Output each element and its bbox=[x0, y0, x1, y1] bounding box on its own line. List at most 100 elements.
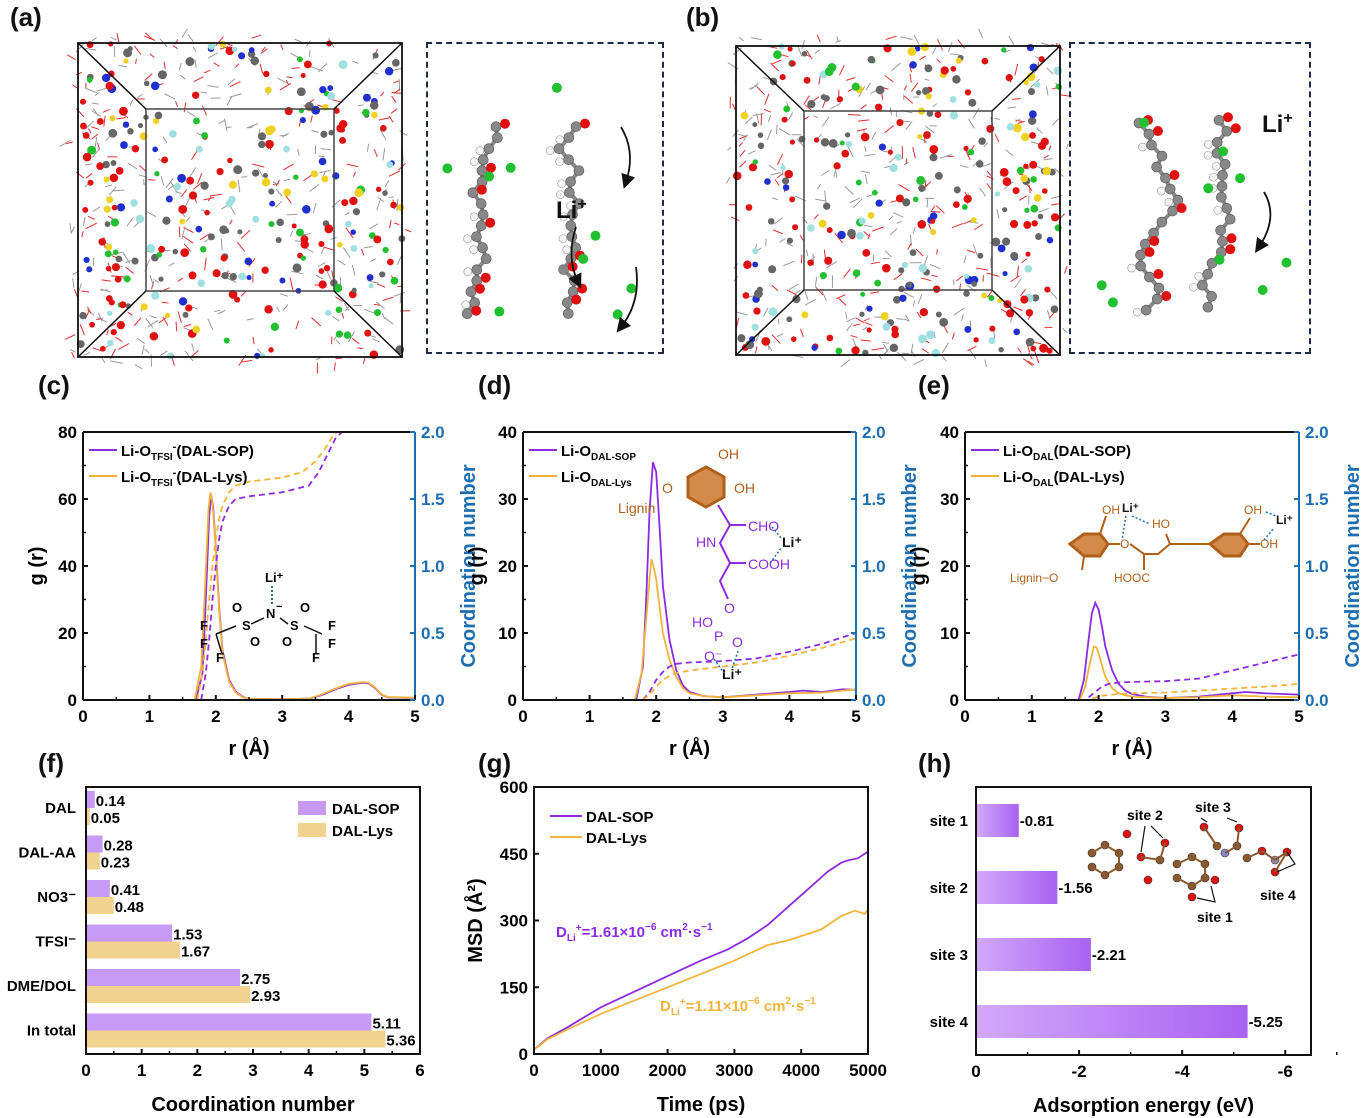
legend-name: Li-O bbox=[121, 469, 151, 486]
bar-value-label: 1.53 bbox=[173, 927, 202, 944]
solvent-bond bbox=[909, 234, 912, 247]
carbon-atom bbox=[490, 121, 502, 133]
bond bbox=[1274, 851, 1288, 861]
atom bbox=[1050, 305, 1059, 314]
solvent-bond bbox=[85, 222, 97, 230]
bar-dal-sop-4 bbox=[87, 969, 241, 986]
atom bbox=[382, 246, 389, 254]
solvent-bond bbox=[102, 108, 111, 113]
solvent-bond bbox=[820, 288, 827, 301]
atom bbox=[119, 301, 127, 309]
bar-value-label: 0.05 bbox=[91, 810, 120, 827]
solvent-bond bbox=[845, 323, 853, 332]
atom bbox=[986, 124, 995, 133]
atom bbox=[1029, 160, 1038, 169]
atom bbox=[752, 159, 759, 165]
solvent-bond bbox=[380, 91, 385, 97]
solvent-bond bbox=[925, 125, 935, 134]
atom bbox=[258, 132, 267, 141]
atom bbox=[79, 98, 87, 105]
atom bbox=[386, 161, 394, 168]
oxygen-atom bbox=[476, 184, 487, 195]
solvent-bond bbox=[863, 318, 870, 322]
carbon-atom bbox=[561, 297, 573, 308]
solvent-bond bbox=[70, 226, 75, 234]
bar-dal-sop-0 bbox=[87, 791, 95, 808]
solvent-bond bbox=[310, 66, 324, 72]
solvent-bond bbox=[1045, 86, 1049, 96]
li-ion-label-a: Li+ bbox=[556, 196, 587, 225]
li-ion-text-a: Li bbox=[556, 197, 578, 224]
atom bbox=[86, 266, 93, 273]
atom bbox=[320, 130, 328, 138]
solvent-bond bbox=[1014, 63, 1019, 76]
x-tick-label: 2 bbox=[211, 707, 220, 726]
solvent-bond bbox=[81, 290, 90, 293]
atom bbox=[878, 143, 887, 151]
solvent-bond bbox=[183, 102, 187, 113]
atom bbox=[152, 146, 159, 153]
x-axis-title: r (Å) bbox=[228, 736, 269, 760]
md-simulation-box-a bbox=[59, 28, 412, 374]
x-tick-label: 1 bbox=[585, 707, 594, 726]
oxygen-atom bbox=[1161, 291, 1172, 302]
atom bbox=[773, 50, 782, 60]
atom bbox=[362, 93, 371, 102]
solvent-bond bbox=[951, 332, 955, 340]
legend-sub: DAL bbox=[1033, 452, 1054, 463]
atom bbox=[780, 164, 786, 171]
solvent-bond bbox=[773, 229, 784, 235]
y-tick-label: 20 bbox=[940, 557, 959, 576]
solvent-bond bbox=[883, 349, 889, 356]
hydrogen-atom bbox=[556, 190, 565, 199]
atom bbox=[83, 256, 90, 264]
atom bbox=[89, 321, 95, 328]
category-label: DAL bbox=[45, 800, 76, 817]
d-tail: ·s bbox=[791, 998, 804, 1015]
solvent-bond bbox=[904, 314, 910, 322]
f-atom: F bbox=[328, 636, 336, 651]
solvent-bond bbox=[160, 176, 165, 186]
atom bbox=[1006, 309, 1015, 318]
atom bbox=[252, 169, 260, 177]
f-atom: F bbox=[216, 650, 224, 665]
x-tick-label: 0 bbox=[529, 1061, 538, 1080]
solvent-bond bbox=[162, 136, 168, 144]
atom bbox=[216, 167, 224, 176]
bond bbox=[1159, 842, 1166, 861]
panel-label-h: (h) bbox=[918, 748, 952, 778]
chart-g-msd: 0 1000 2000 3000 4000 5000 0 150 300 450 600 Time (… bbox=[463, 778, 887, 1116]
atom bbox=[300, 255, 307, 261]
atom bbox=[895, 194, 904, 203]
atom bbox=[940, 66, 949, 75]
bar-dal-lys-5 bbox=[87, 1030, 386, 1048]
atom bbox=[158, 276, 164, 282]
atom bbox=[154, 171, 160, 177]
d-value: =1.11×10 bbox=[686, 998, 749, 1015]
carbon-atom bbox=[471, 264, 483, 276]
legend-name: Li-O bbox=[121, 443, 151, 460]
atom bbox=[839, 140, 845, 146]
solvent-bond bbox=[343, 302, 349, 311]
solvent-bond bbox=[227, 78, 236, 86]
bar-value-label: 1.67 bbox=[181, 944, 210, 961]
atom bbox=[158, 245, 166, 253]
solvent-bond bbox=[127, 162, 138, 170]
solvent-bond bbox=[884, 75, 894, 83]
solvent-bond bbox=[310, 115, 313, 123]
carbon-atom bbox=[1202, 301, 1214, 313]
y-tick-label: 80 bbox=[58, 423, 77, 442]
atom bbox=[318, 157, 327, 166]
solvent-bond bbox=[153, 278, 159, 283]
atom bbox=[790, 60, 796, 67]
atom bbox=[896, 118, 904, 127]
solvent-bond bbox=[236, 241, 246, 252]
solvent-bond bbox=[135, 58, 137, 64]
y2-axis-title: Coordination number bbox=[1342, 464, 1364, 668]
hydrogen-atom bbox=[461, 300, 471, 310]
atom bbox=[860, 291, 866, 297]
x-tick-label: 1 bbox=[145, 707, 154, 726]
bar-value-label: -0.81 bbox=[1020, 813, 1054, 830]
atom bbox=[107, 339, 114, 347]
atom bbox=[151, 291, 160, 300]
